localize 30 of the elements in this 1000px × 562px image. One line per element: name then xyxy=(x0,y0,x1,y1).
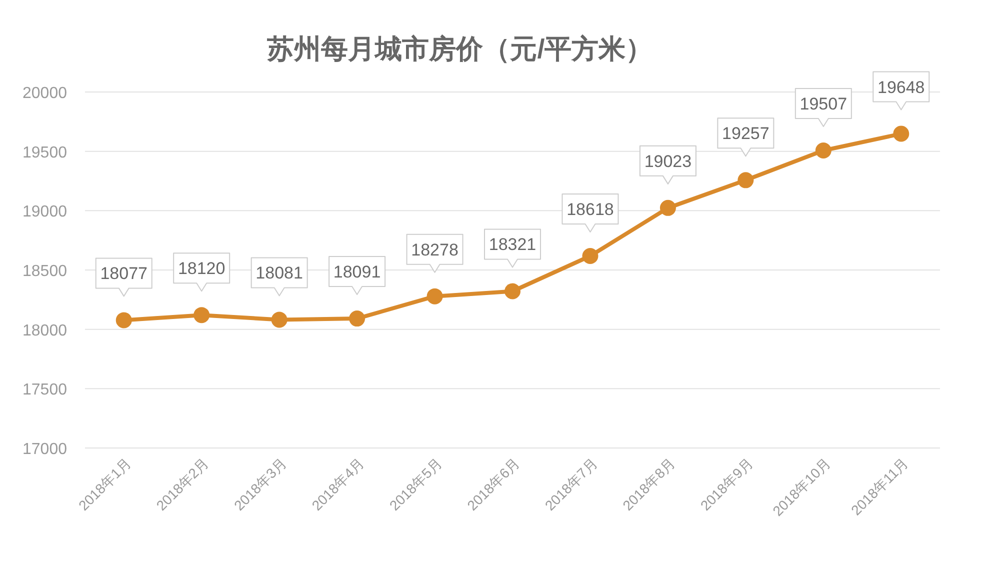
point xyxy=(815,142,832,159)
point xyxy=(426,288,443,304)
data-label: 18091 xyxy=(333,262,381,282)
y-tick-label: 19500 xyxy=(22,144,68,162)
point xyxy=(349,310,366,327)
y-tick-label: 18500 xyxy=(22,263,68,280)
data-label: 19023 xyxy=(644,152,692,171)
y-tick-label: 20000 xyxy=(22,85,68,102)
point xyxy=(504,283,520,300)
point xyxy=(194,307,210,324)
y-tick-label: 17000 xyxy=(22,441,68,458)
data-label: 18120 xyxy=(178,259,226,278)
data-label: 18077 xyxy=(100,264,148,284)
y-tick-label: 18000 xyxy=(22,322,68,340)
y-tick-label: 19000 xyxy=(22,204,68,221)
data-label: 19257 xyxy=(722,124,770,144)
data-label: 19507 xyxy=(800,94,848,114)
point xyxy=(582,248,598,264)
y-tick-label: 17500 xyxy=(22,382,68,399)
point xyxy=(738,172,754,188)
data-label: 18081 xyxy=(256,264,303,283)
point xyxy=(271,312,288,328)
chart-title: 苏州每月城市房价（元/平方米） xyxy=(266,34,653,64)
point xyxy=(893,126,910,142)
data-label: 19648 xyxy=(877,78,925,97)
point xyxy=(660,200,676,216)
data-label: 18618 xyxy=(566,200,614,219)
data-label: 18278 xyxy=(411,240,458,260)
data-label: 18321 xyxy=(488,235,536,254)
point xyxy=(116,312,132,328)
